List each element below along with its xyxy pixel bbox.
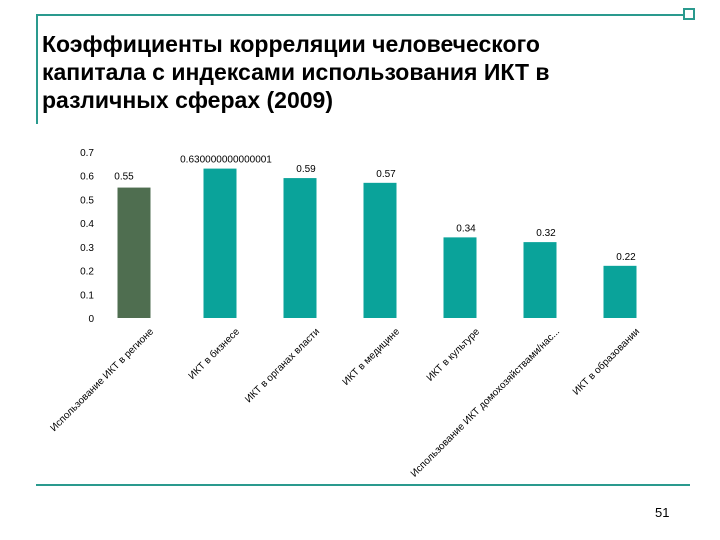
y-tick-label: 0.7: [80, 148, 94, 159]
page-number: 51: [655, 505, 670, 520]
bars: [117, 168, 637, 318]
value-label: 0.57: [376, 169, 396, 180]
y-tick-label: 0.2: [80, 267, 94, 278]
y-tick-label: 0: [88, 314, 94, 325]
y-tick-label: 0.1: [80, 290, 94, 301]
x-tick-label: ИКТ в образовании: [570, 326, 642, 398]
y-axis: 0 0.1 0.2 0.3 0.4 0.5 0.6 0.7: [80, 148, 94, 325]
bar-chart: 0 0.1 0.2 0.3 0.4 0.5 0.6 0.7 0.55 0.63000000000…: [48, 148, 642, 480]
x-tick-label: Использование ИКТ домохозяйствами/нас...: [409, 326, 562, 479]
bar: [603, 265, 637, 318]
x-tick-label: ИКТ в бизнесе: [186, 325, 243, 382]
value-label: 0.55: [114, 172, 134, 183]
y-tick-label: 0.3: [80, 243, 94, 254]
x-axis-labels: Использование ИКТ в регионе ИКТ в бизнесе…: [48, 325, 642, 479]
frame-corner-square: [683, 8, 695, 20]
y-tick-label: 0.4: [80, 219, 94, 230]
x-tick-label: ИКТ в культуре: [425, 326, 483, 384]
x-tick-label: ИКТ в органах власти: [243, 326, 322, 405]
y-tick-label: 0.6: [80, 172, 94, 183]
bar: [203, 168, 237, 318]
value-label: 0.34: [456, 223, 476, 234]
frame-line-left: [36, 14, 38, 124]
footer-line: [36, 484, 690, 486]
slide-title: Коэффициенты корреляции человеческого ка…: [42, 31, 550, 113]
bar: [283, 178, 317, 318]
bar: [443, 237, 477, 318]
value-labels: 0.55 0.630000000000001 0.59 0.57 0.34 0.32 0.2…: [114, 155, 636, 263]
bar: [523, 242, 557, 318]
y-tick-label: 0.5: [80, 195, 94, 206]
value-label: 0.22: [616, 252, 636, 263]
frame-line-top: [36, 14, 690, 16]
value-label: 0.59: [296, 164, 316, 175]
bar: [363, 182, 397, 318]
value-label: 0.630000000000001: [180, 155, 272, 166]
value-label: 0.32: [536, 228, 556, 239]
bar: [117, 187, 151, 318]
x-tick-label: Использование ИКТ в регионе: [48, 326, 156, 434]
x-tick-label: ИКТ в медицине: [341, 326, 403, 388]
